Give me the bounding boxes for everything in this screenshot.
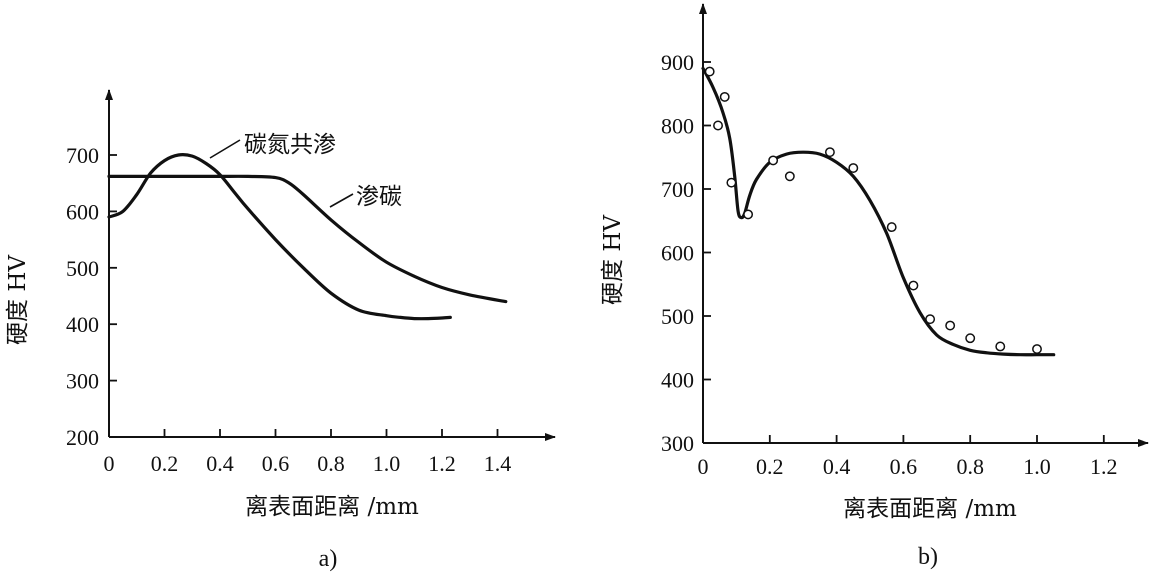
- chart-b-ytick-label: 300: [661, 431, 694, 456]
- chart-b: 300 400 500 600 700 800 900 0 0.2 0.4 0.6 0.8 1.0 1.…: [600, 4, 1148, 570]
- chart-b-xtick-label: 0.8: [956, 454, 984, 479]
- chart-b-ytick-label: 700: [661, 177, 694, 202]
- chart-b-data-point: [946, 321, 954, 329]
- chart-b-data-point: [966, 334, 974, 342]
- chart-b-xtick-label: 0.2: [756, 454, 784, 479]
- chart-b-ytick-label: 400: [661, 368, 694, 393]
- chart-b-data-point: [909, 281, 917, 289]
- annotation-a2: 渗碳: [356, 184, 402, 210]
- chart-a-xtick-label: 1.4: [484, 451, 512, 476]
- chart-a-xtick-label: 1.0: [373, 451, 401, 476]
- chart-b-data-point: [786, 172, 794, 180]
- chart-b-data-point: [769, 156, 777, 164]
- chart-b-xlabel: 离表面距离 /mm: [843, 496, 1017, 522]
- annotation-a1: 碳氮共渗: [244, 132, 336, 158]
- chart-b-ytick-label: 600: [661, 241, 694, 266]
- chart-a-ytick-label: 500: [66, 256, 99, 281]
- chart-a-ytick-label: 200: [66, 425, 99, 450]
- chart-a-series-2-line: [109, 176, 506, 301]
- chart-b-data-point: [714, 121, 722, 129]
- chart-b-data-point: [744, 210, 752, 218]
- chart-a-xtick-label: 0.8: [317, 451, 345, 476]
- chart-a-xtick-label: 1.2: [428, 451, 456, 476]
- chart-a-ytick-label: 400: [66, 312, 99, 337]
- chart-b-ytick-label: 500: [661, 304, 694, 329]
- chart-b-series-line: [703, 68, 1054, 354]
- chart-a-caption: a): [319, 546, 338, 572]
- chart-b-data-point: [721, 93, 729, 101]
- chart-b-xtick-label: 0.4: [823, 454, 851, 479]
- chart-b-data-point: [705, 67, 713, 75]
- chart-a-xlabel: 离表面距离 /mm: [245, 494, 419, 520]
- chart-b-ylabel: 硬度 HV: [600, 215, 626, 305]
- chart-a-ylabel: 硬度 HV: [5, 255, 31, 345]
- chart-a-ytick-label: 700: [66, 143, 99, 168]
- chart-a-ytick-label: 600: [66, 199, 99, 224]
- chart-b-data-point: [996, 342, 1004, 350]
- chart-b-data-point: [727, 178, 735, 186]
- chart-b-data-point: [888, 223, 896, 231]
- chart-b-data-point: [826, 148, 834, 156]
- chart-b-xtick-label: 1.2: [1090, 454, 1118, 479]
- chart-b-xtick-label: 0.6: [890, 454, 918, 479]
- chart-b-data-point: [849, 164, 857, 172]
- chart-a-xtick-label: 0.2: [151, 451, 179, 476]
- chart-b-ytick-label: 800: [661, 114, 694, 139]
- chart-a-ytick-label: 300: [66, 369, 99, 394]
- chart-a-xtick-label: 0.6: [262, 451, 290, 476]
- chart-b-ytick-label: 900: [661, 50, 694, 75]
- chart-a: 200 300 400 500 600 700 0 0.2 0.4 0.6 0.8 1.0 1.2 1.…: [5, 90, 555, 572]
- chart-b-data-point: [1033, 345, 1041, 353]
- chart-b-data-point: [926, 315, 934, 323]
- chart-a-xtick-label: 0.4: [206, 451, 234, 476]
- chart-b-caption: b): [918, 544, 938, 570]
- annotation-a1-leader: [210, 140, 240, 158]
- chart-b-xtick-label: 1.0: [1023, 454, 1051, 479]
- chart-a-xtick-label: 0: [104, 451, 115, 476]
- annotation-a2-leader: [330, 194, 353, 207]
- chart-b-xtick-label: 0: [698, 454, 709, 479]
